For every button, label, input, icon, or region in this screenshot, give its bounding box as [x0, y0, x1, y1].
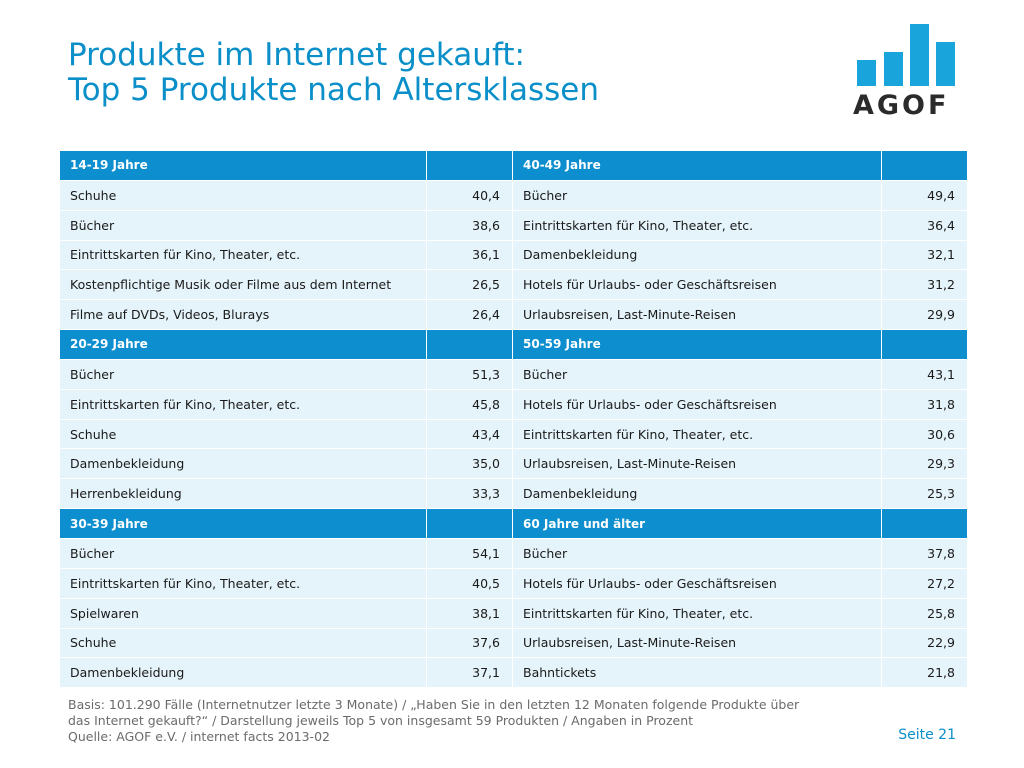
product-label: Eintrittskarten für Kino, Theater, etc.	[60, 389, 427, 420]
percent-value: 35,0	[427, 449, 513, 480]
age-group-header: 14-19 Jahre	[60, 151, 427, 181]
percent-value: 37,1	[427, 658, 513, 689]
product-label: Eintrittskarten für Kino, Theater, etc.	[513, 419, 882, 450]
percent-value: 26,5	[427, 270, 513, 301]
percent-value: 32,1	[882, 240, 968, 271]
percent-value: 22,9	[882, 628, 968, 659]
percent-value: 37,6	[427, 628, 513, 659]
logo-bar-3	[910, 24, 929, 86]
age-group-header: 40-49 Jahre	[513, 151, 882, 181]
page-title: Produkte im Internet gekauft: Top 5 Prod…	[68, 38, 599, 108]
percent-value: 45,8	[427, 389, 513, 420]
footnote: Basis: 101.290 Fälle (Internetnutzer let…	[68, 697, 799, 745]
product-label: Bücher	[513, 359, 882, 390]
header-value-cell	[882, 151, 968, 181]
header-value-cell	[427, 330, 513, 360]
percent-value: 31,2	[882, 270, 968, 301]
percent-value: 36,4	[882, 210, 968, 241]
product-label: Kostenpflichtige Musik oder Filme aus de…	[60, 270, 427, 301]
percent-value: 40,4	[427, 180, 513, 211]
product-label: Schuhe	[60, 180, 427, 211]
header-value-cell	[427, 509, 513, 539]
product-label: Bücher	[513, 538, 882, 569]
header-value-cell	[882, 509, 968, 539]
product-label: Eintrittskarten für Kino, Theater, etc.	[60, 240, 427, 271]
percent-value: 40,5	[427, 568, 513, 599]
product-label: Hotels für Urlaubs- oder Geschäftsreisen	[513, 568, 882, 599]
age-group-header: 60 Jahre und älter	[513, 509, 882, 539]
product-label: Bücher	[60, 538, 427, 569]
footnote-line-2: das Internet gekauft?“ / Darstellung jew…	[68, 713, 694, 728]
product-label: Schuhe	[60, 419, 427, 450]
percent-value: 25,8	[882, 598, 968, 629]
title-line-1: Produkte im Internet gekauft:	[68, 37, 525, 73]
percent-value: 33,3	[427, 479, 513, 510]
product-label: Bücher	[60, 359, 427, 390]
agof-logo: AGOF	[850, 24, 960, 122]
title-line-2: Top 5 Produkte nach Altersklassen	[68, 72, 599, 108]
percent-value: 49,4	[882, 180, 968, 211]
product-label: Schuhe	[60, 628, 427, 659]
product-label: Damenbekleidung	[513, 479, 882, 510]
product-label: Urlaubsreisen, Last-Minute-Reisen	[513, 300, 882, 331]
age-group-table: 14-19 Jahre 40-49 Jahre Schuhe 40,4 Bücher 49…	[60, 151, 968, 689]
header-value-cell	[882, 330, 968, 360]
logo-bar-1	[857, 60, 876, 86]
product-label: Eintrittskarten für Kino, Theater, etc.	[60, 568, 427, 599]
percent-value: 54,1	[427, 538, 513, 569]
product-label: Bücher	[60, 210, 427, 241]
product-label: Damenbekleidung	[513, 240, 882, 271]
product-label: Spielwaren	[60, 598, 427, 629]
percent-value: 37,8	[882, 538, 968, 569]
logo-wordmark: AGOF	[853, 90, 950, 121]
footnote-line-1: Basis: 101.290 Fälle (Internetnutzer let…	[68, 697, 800, 712]
percent-value: 21,8	[882, 658, 968, 689]
product-label: Urlaubsreisen, Last-Minute-Reisen	[513, 628, 882, 659]
percent-value: 43,4	[427, 419, 513, 450]
logo-bar-2	[884, 52, 903, 86]
percent-value: 29,3	[882, 449, 968, 480]
product-label: Damenbekleidung	[60, 658, 427, 689]
product-label: Eintrittskarten für Kino, Theater, etc.	[513, 210, 882, 241]
percent-value: 25,3	[882, 479, 968, 510]
product-label: Hotels für Urlaubs- oder Geschäftsreisen	[513, 389, 882, 420]
product-label: Bücher	[513, 180, 882, 211]
percent-value: 36,1	[427, 240, 513, 271]
product-label: Hotels für Urlaubs- oder Geschäftsreisen	[513, 270, 882, 301]
percent-value: 31,8	[882, 389, 968, 420]
percent-value: 29,9	[882, 300, 968, 331]
percent-value: 30,6	[882, 419, 968, 450]
product-label: Urlaubsreisen, Last-Minute-Reisen	[513, 449, 882, 480]
product-label: Herrenbekleidung	[60, 479, 427, 510]
age-group-header: 50-59 Jahre	[513, 330, 882, 360]
percent-value: 43,1	[882, 359, 968, 390]
header-value-cell	[427, 151, 513, 181]
footnote-source: Quelle: AGOF e.V. / internet facts 2013-…	[68, 729, 330, 744]
percent-value: 27,2	[882, 568, 968, 599]
product-label: Damenbekleidung	[60, 449, 427, 480]
age-group-header: 30-39 Jahre	[60, 509, 427, 539]
product-label: Eintrittskarten für Kino, Theater, etc.	[513, 598, 882, 629]
percent-value: 51,3	[427, 359, 513, 390]
product-label: Bahntickets	[513, 658, 882, 689]
age-group-header: 20-29 Jahre	[60, 330, 427, 360]
percent-value: 26,4	[427, 300, 513, 331]
percent-value: 38,6	[427, 210, 513, 241]
percent-value: 38,1	[427, 598, 513, 629]
product-label: Filme auf DVDs, Videos, Blurays	[60, 300, 427, 331]
page-number: Seite 21	[898, 727, 956, 743]
logo-bar-4	[936, 42, 955, 86]
